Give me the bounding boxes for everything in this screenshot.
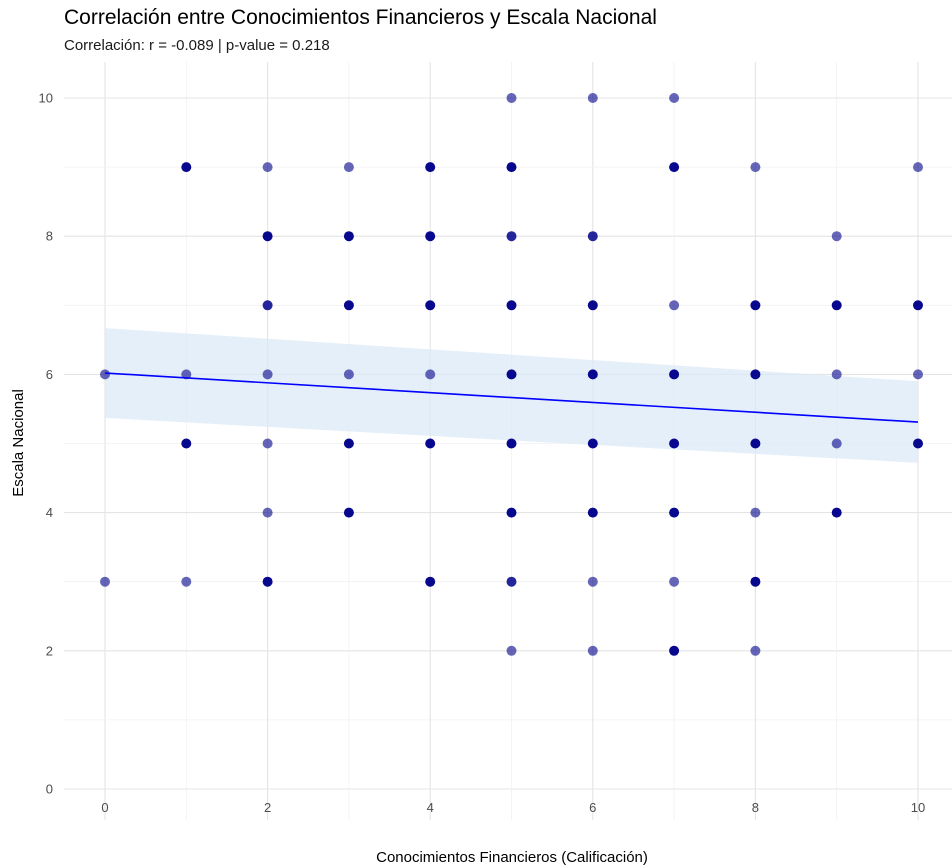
- data-point: [506, 576, 517, 587]
- data-point: [262, 438, 273, 449]
- data-point: [669, 576, 680, 587]
- confidence-band: [105, 328, 918, 463]
- data-point: [425, 231, 436, 242]
- data-point: [343, 162, 354, 173]
- data-point: [750, 576, 761, 587]
- data-point: [181, 438, 192, 449]
- data-point: [587, 300, 598, 311]
- y-tick-label: 2: [46, 643, 53, 658]
- data-point: [750, 438, 761, 449]
- data-point: [506, 369, 517, 380]
- y-axis-label: Escala Nacional: [10, 389, 27, 497]
- data-point: [425, 162, 436, 173]
- y-tick-labels: 0 2 4 6 8 10: [39, 91, 53, 797]
- y-tick-label: 4: [46, 505, 53, 520]
- data-point: [262, 300, 273, 311]
- y-tick-label: 10: [39, 91, 53, 106]
- data-point: [181, 576, 192, 587]
- data-point: [343, 300, 354, 311]
- data-point: [831, 231, 842, 242]
- data-point: [181, 162, 192, 173]
- chart-title: Correlación entre Conocimientos Financie…: [64, 6, 657, 29]
- data-point: [262, 576, 273, 587]
- data-point: [913, 438, 923, 449]
- x-tick-label: 2: [264, 800, 271, 815]
- data-point: [587, 507, 598, 518]
- data-point: [831, 507, 842, 518]
- data-point: [262, 507, 273, 518]
- data-point: [506, 162, 517, 173]
- data-point: [587, 645, 598, 656]
- regression-line: [104, 372, 919, 423]
- data-point: [100, 576, 110, 587]
- data-point: [750, 300, 761, 311]
- data-point: [669, 438, 680, 449]
- data-point: [587, 576, 598, 587]
- chart-subtitle: Correlación: r = -0.089 | p-value = 0.21…: [64, 37, 330, 54]
- x-tick-label: 8: [752, 800, 759, 815]
- data-point: [262, 162, 273, 173]
- data-point: [506, 300, 517, 311]
- data-point: [343, 507, 354, 518]
- data-point: [750, 369, 761, 380]
- x-tick-label: 6: [589, 800, 596, 815]
- data-point: [425, 576, 436, 587]
- x-tick-label: 0: [101, 800, 108, 815]
- data-point: [669, 507, 680, 518]
- data-point: [913, 162, 923, 173]
- y-tick-label: 0: [46, 782, 53, 797]
- data-point: [831, 300, 842, 311]
- data-point: [506, 93, 517, 103]
- data-point: [506, 645, 517, 656]
- data-point: [587, 438, 598, 449]
- data-point: [262, 369, 273, 380]
- data-point: [587, 231, 598, 242]
- data-point: [343, 438, 354, 449]
- data-point: [587, 369, 598, 380]
- data-point: [425, 369, 436, 380]
- y-tick-label: 6: [46, 367, 53, 382]
- x-axis-label: Conocimientos Financieros (Calificación): [376, 849, 648, 866]
- data-point: [343, 369, 354, 380]
- data-point: [831, 369, 842, 380]
- data-point: [425, 438, 436, 449]
- y-tick-label: 8: [46, 229, 53, 244]
- x-tick-label: 4: [427, 800, 434, 815]
- data-point: [669, 645, 680, 656]
- data-point: [262, 231, 273, 242]
- data-point: [669, 93, 680, 103]
- data-point: [831, 438, 842, 449]
- data-point: [750, 645, 761, 656]
- data-point: [750, 162, 761, 173]
- data-point: [425, 300, 436, 311]
- data-points: [100, 93, 923, 656]
- x-tick-label: 10: [911, 800, 925, 815]
- data-point: [669, 300, 680, 311]
- data-point: [669, 369, 680, 380]
- x-tick-labels: 0 2 4 6 8 10: [101, 800, 925, 815]
- data-point: [913, 300, 923, 311]
- data-point: [750, 507, 761, 518]
- data-point: [181, 369, 192, 380]
- data-point: [506, 231, 517, 242]
- data-point: [506, 438, 517, 449]
- data-point: [100, 369, 110, 380]
- data-point: [587, 93, 598, 103]
- data-point: [343, 231, 354, 242]
- data-point: [913, 369, 923, 380]
- data-point: [506, 507, 517, 518]
- data-point: [669, 162, 680, 173]
